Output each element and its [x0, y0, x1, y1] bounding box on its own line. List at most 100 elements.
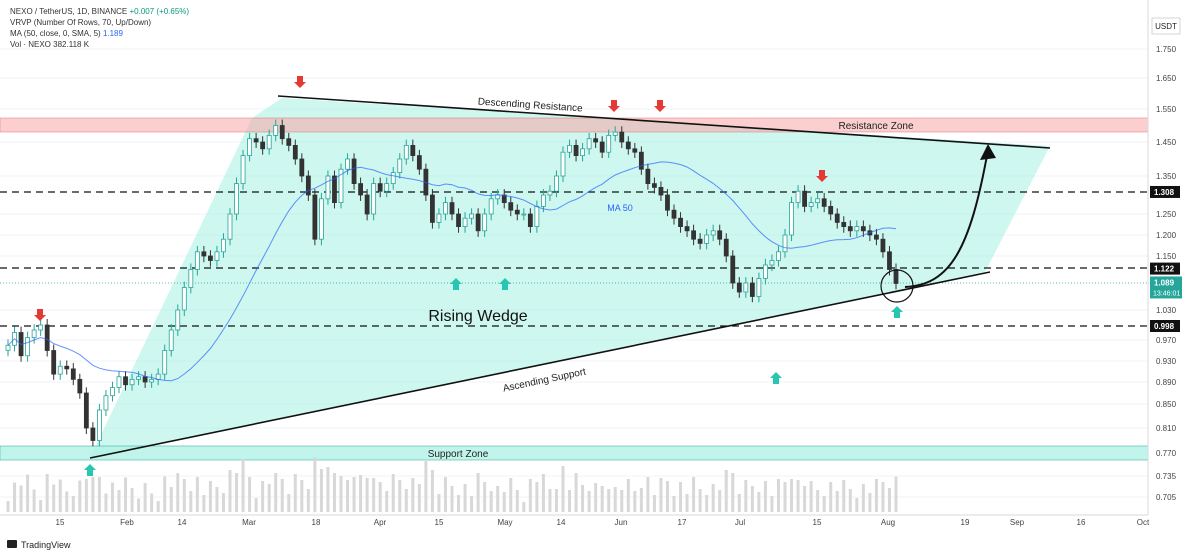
- volume-bar: [202, 495, 206, 512]
- candle-body: [874, 234, 879, 240]
- volume-bar: [365, 478, 369, 512]
- volume-bar: [718, 490, 722, 512]
- volume-bar: [548, 489, 552, 512]
- candle-body: [325, 175, 331, 200]
- candle-body: [887, 251, 892, 270]
- candle-body: [625, 141, 631, 150]
- level-price-tag: [1150, 320, 1180, 332]
- tradingview-logo-icon: [7, 540, 17, 548]
- volume-bar: [757, 492, 761, 512]
- candle-body: [893, 269, 899, 284]
- legend-ma-row[interactable]: MA (50, close, 0, SMA, 5) 1.189: [10, 28, 189, 39]
- candle-body: [860, 226, 866, 232]
- candle-body: [416, 155, 422, 170]
- volume-bar: [221, 493, 225, 512]
- volume-bar: [528, 479, 532, 512]
- legend-vol-value: 382.118 K: [53, 40, 90, 49]
- level-price-tag: [1150, 185, 1180, 198]
- volume-bar: [476, 473, 480, 512]
- legend-vrvp-row[interactable]: VRVP (Number Of Rows, 70, Up/Down): [10, 17, 189, 28]
- candle-body: [123, 376, 128, 386]
- price-tick-label: 1.650: [1156, 74, 1177, 83]
- candle-body: [214, 251, 220, 261]
- volume-bar: [359, 475, 363, 512]
- candle-body: [691, 230, 696, 240]
- candle-body: [704, 234, 710, 244]
- volume-bar: [763, 481, 767, 512]
- candle-body: [364, 194, 370, 215]
- legend-symbol-row[interactable]: NEXO / TetherUS, 1D, BINANCE +0.007 (+0.…: [10, 6, 189, 17]
- volume-bar: [848, 489, 852, 512]
- volume-bar: [470, 496, 474, 512]
- volume-bar: [607, 489, 611, 512]
- volume-bar: [45, 474, 49, 512]
- volume-bar: [39, 500, 43, 512]
- candle-body: [103, 395, 109, 411]
- candle-body: [671, 209, 677, 219]
- candle-body: [723, 238, 729, 257]
- candle-body: [90, 427, 96, 441]
- projection-arrow: [904, 149, 989, 288]
- tradingview-watermark: TradingView: [21, 540, 71, 550]
- volume-bar: [613, 487, 617, 512]
- sell-arrow-icon: [294, 76, 306, 88]
- legend-vol-row[interactable]: Vol · NEXO 382.118 K: [10, 39, 189, 50]
- candle-body: [462, 217, 468, 227]
- time-tick-label: Mar: [242, 518, 256, 527]
- time-tick-label: 17: [678, 518, 687, 527]
- candle-body: [312, 194, 318, 240]
- price-tick-label: 0.930: [1156, 357, 1177, 366]
- volume-bar: [32, 489, 36, 512]
- volume-bar: [633, 491, 637, 512]
- indicator-legend: NEXO / TetherUS, 1D, BINANCE +0.007 (+0.…: [10, 6, 189, 50]
- candle-body: [456, 213, 461, 227]
- volume-bar: [267, 484, 271, 512]
- level-price-label: 0.998: [1154, 322, 1175, 331]
- candles: [5, 119, 899, 447]
- volume-bar: [319, 469, 323, 512]
- volume-bar: [894, 476, 898, 512]
- legend-ma-value: 1.189: [102, 29, 123, 38]
- volume-bar: [13, 482, 17, 512]
- volume-bar: [352, 477, 356, 512]
- candle-body: [162, 350, 168, 375]
- candle-body: [208, 255, 213, 261]
- price-tick-label: 0.770: [1156, 449, 1177, 458]
- volume-bar: [71, 496, 75, 512]
- volume-bar: [600, 486, 604, 512]
- price-axis[interactable]: 1.750 1.650 1.550 1.450 1.350 1.250 1.200 1.150…: [1150, 45, 1182, 502]
- volume-bar: [182, 479, 186, 512]
- buy-arrow-icon: [891, 306, 903, 318]
- volume-bar: [855, 498, 859, 512]
- volume-bar: [744, 480, 748, 512]
- volume-bar: [78, 480, 82, 512]
- volume-bar: [117, 490, 121, 512]
- volume-bar: [737, 494, 741, 512]
- candle-body: [789, 202, 794, 236]
- volume-bar: [887, 488, 891, 512]
- time-axis[interactable]: 15 Feb 14 Mar 18 Apr 15 May 14 Jun 17 Jul 15 Aug 19 Sep…: [56, 518, 1150, 527]
- candle-body: [83, 392, 89, 429]
- price-tick-label: 0.735: [1156, 472, 1177, 481]
- candle-body: [403, 144, 409, 160]
- buy-arrow-icon: [450, 278, 462, 290]
- volume-bar: [58, 479, 62, 512]
- volume-bar: [803, 486, 807, 512]
- support-zone: [0, 445, 1149, 461]
- candle-body: [475, 213, 481, 232]
- candle-body: [266, 134, 272, 150]
- candle-body: [319, 198, 324, 240]
- candle-body: [847, 226, 853, 232]
- candle-body: [227, 213, 233, 240]
- volume-bar: [483, 482, 487, 512]
- volume-bar: [326, 467, 330, 512]
- volume-bar: [189, 491, 193, 512]
- volume-bar: [835, 491, 839, 512]
- price-tick-label: 0.850: [1156, 400, 1177, 409]
- volume-bar: [306, 489, 310, 512]
- candle-body: [384, 183, 390, 192]
- candle-body: [501, 194, 507, 203]
- projection-arrowhead: [980, 144, 996, 160]
- volume-bar: [450, 486, 454, 512]
